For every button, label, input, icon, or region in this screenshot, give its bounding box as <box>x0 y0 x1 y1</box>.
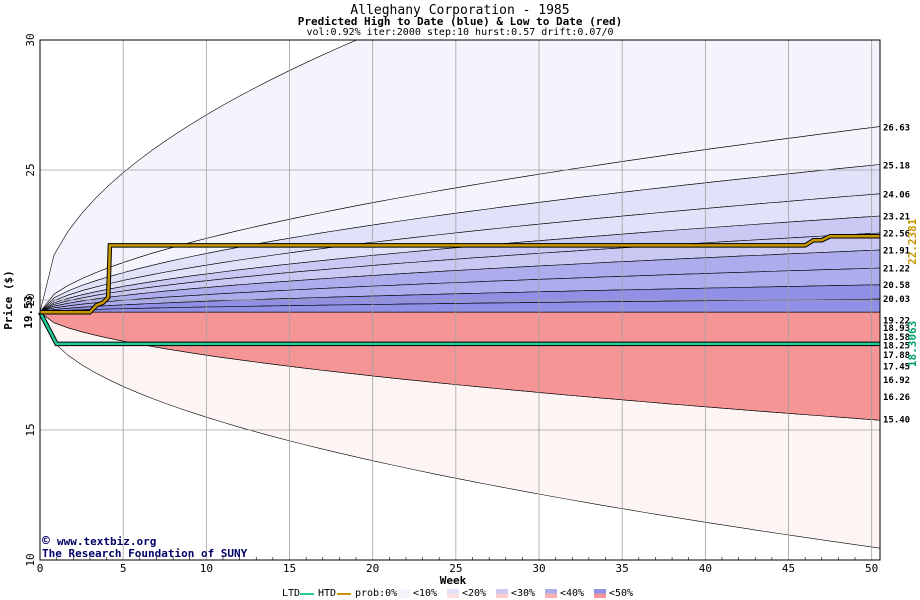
y-tick-label: 15 <box>24 423 37 436</box>
y-tick-label: 30 <box>24 33 37 46</box>
high-final-label: 25.18 <box>883 161 910 171</box>
legend-ltd-swatch <box>300 593 314 595</box>
y-axis-label: Price ($) <box>2 270 15 330</box>
low-final-label: 15.40 <box>883 416 910 426</box>
x-axis-label: Week <box>440 574 467 587</box>
plot-border <box>39 39 881 561</box>
x-tick-label: 0 <box>37 562 44 575</box>
htd-line <box>40 235 880 314</box>
x-tick-label: 30 <box>532 562 545 575</box>
legend-band-swatch-2 <box>496 589 508 598</box>
credit-site: www.textbiz.org <box>57 535 156 548</box>
x-tick-label: 40 <box>699 562 712 575</box>
high-final-label: 20.58 <box>883 281 910 291</box>
legend-band-swatch-4 <box>594 589 606 598</box>
low-final-label: 17.45 <box>883 362 910 372</box>
high-final-label: 21.22 <box>883 264 910 274</box>
legend-band-swatch-3 <box>545 589 557 598</box>
x-tick-label: 50 <box>865 562 878 575</box>
legend-htd-label: HTD <box>318 588 337 599</box>
high-final-label: 24.06 <box>883 190 910 200</box>
legend-prob-label: prob:0% <box>355 588 398 599</box>
legend-band-label-0: <10% <box>413 588 438 599</box>
x-tick-label: 25 <box>449 562 462 575</box>
legend-ltd-label: LTD <box>282 588 301 599</box>
legend-band-swatch-1 <box>447 589 459 598</box>
x-tick-label: 15 <box>283 562 296 575</box>
low-final-label: 18.25 <box>883 342 910 352</box>
chart-title: Alleghany Corporation - 1985 <box>350 3 570 18</box>
high-final-label: 26.63 <box>883 124 910 134</box>
low-band-9 <box>40 311 880 421</box>
legend-band-swatch-0 <box>398 589 410 598</box>
low-final-label: 19.22 <box>883 316 910 326</box>
x-tick-label: 35 <box>616 562 629 575</box>
chart-subtitle: Predicted High to Date (blue) & Low to D… <box>297 15 623 28</box>
y-tick-label: 25 <box>24 163 37 176</box>
legend-band-label-3: <40% <box>560 588 585 599</box>
start-price-label: 19.53 <box>22 296 35 329</box>
chart-params: vol:0.92% iter:2000 step:10 hurst:0.57 d… <box>306 27 614 38</box>
legend-band-label-1: <20% <box>462 588 487 599</box>
y-tick-label: 20 <box>24 293 37 306</box>
ltd-line <box>38 311 880 346</box>
y-tick-label: 10 <box>24 553 37 566</box>
legend-band-label-4: <50% <box>609 588 634 599</box>
htd-final-label: 22.2381 <box>906 218 919 265</box>
ltd-final-label: 18.3063 <box>906 321 919 367</box>
x-tick-label: 20 <box>366 562 379 575</box>
high-final-label: 20.03 <box>883 295 910 305</box>
high-final-label: 21.91 <box>883 246 910 256</box>
high-final-label: 23.21 <box>883 213 910 223</box>
credit-copyright-icon: © <box>42 534 50 549</box>
low-final-label: 18.93 <box>883 324 910 334</box>
low-final-label: 16.92 <box>883 376 910 386</box>
legend-htd-swatch <box>337 593 351 595</box>
x-tick-label: 5 <box>120 562 127 575</box>
x-tick-label: 10 <box>200 562 213 575</box>
legend-band-label-2: <30% <box>511 588 536 599</box>
x-tick-label: 45 <box>782 562 795 575</box>
low-final-label: 18.58 <box>883 333 910 343</box>
low-final-label: 16.26 <box>883 393 910 403</box>
high-final-label: 22.56 <box>883 229 910 239</box>
credit-org: The Research Foundation of SUNY <box>42 547 248 560</box>
low-final-label: 17.88 <box>883 351 910 361</box>
